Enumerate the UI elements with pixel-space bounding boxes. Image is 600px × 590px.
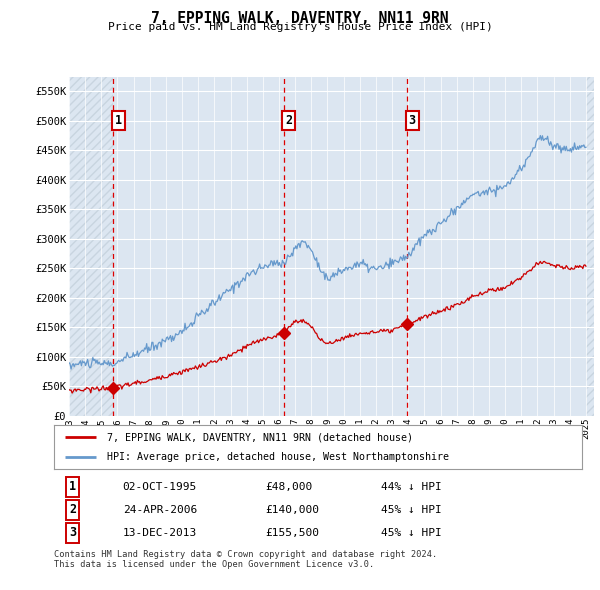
Text: 1: 1 [115, 114, 122, 127]
Text: £140,000: £140,000 [265, 505, 319, 514]
Text: £155,500: £155,500 [265, 528, 319, 538]
Text: 44% ↓ HPI: 44% ↓ HPI [382, 481, 442, 491]
Text: HPI: Average price, detached house, West Northamptonshire: HPI: Average price, detached house, West… [107, 452, 449, 461]
Text: Price paid vs. HM Land Registry's House Price Index (HPI): Price paid vs. HM Land Registry's House … [107, 22, 493, 32]
Text: 45% ↓ HPI: 45% ↓ HPI [382, 528, 442, 538]
Text: 3: 3 [409, 114, 416, 127]
Text: 7, EPPING WALK, DAVENTRY, NN11 9RN (detached house): 7, EPPING WALK, DAVENTRY, NN11 9RN (deta… [107, 432, 413, 442]
Text: 2: 2 [69, 503, 76, 516]
Text: 45% ↓ HPI: 45% ↓ HPI [382, 505, 442, 514]
Text: 13-DEC-2013: 13-DEC-2013 [122, 528, 197, 538]
Bar [586, 77, 594, 416]
Text: 7, EPPING WALK, DAVENTRY, NN11 9RN: 7, EPPING WALK, DAVENTRY, NN11 9RN [151, 11, 449, 25]
Bar [69, 77, 113, 416]
Text: £48,000: £48,000 [265, 481, 313, 491]
Text: 3: 3 [69, 526, 76, 539]
Text: Contains HM Land Registry data © Crown copyright and database right 2024.
This d: Contains HM Land Registry data © Crown c… [54, 550, 437, 569]
Text: 2: 2 [285, 114, 292, 127]
Text: 1: 1 [69, 480, 76, 493]
Text: 24-APR-2006: 24-APR-2006 [122, 505, 197, 514]
Text: 02-OCT-1995: 02-OCT-1995 [122, 481, 197, 491]
